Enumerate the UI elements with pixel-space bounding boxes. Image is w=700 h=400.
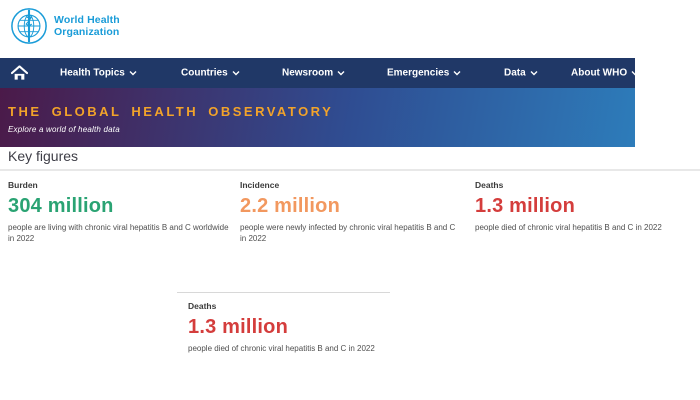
who-logo-text: World Health Organization — [54, 13, 120, 38]
who-logo[interactable]: World Health Organization — [10, 7, 120, 45]
chevron-down-icon — [453, 71, 461, 77]
stat-label: Deaths — [188, 301, 217, 311]
stat-label: Deaths — [475, 180, 504, 190]
main-navigation: Health Topics Countries Newsroom Emergen… — [0, 58, 639, 88]
stat-divider — [177, 292, 390, 293]
nav-item-label: Health Topics — [60, 67, 125, 79]
nav-item-label: Countries — [181, 67, 228, 79]
stat-deaths-secondary: Deaths 1.3 million people died of chroni… — [188, 301, 418, 354]
stat-value: 1.3 million — [475, 195, 576, 217]
stat-deaths: Deaths 1.3 million people died of chroni… — [475, 180, 700, 233]
stat-label: Incidence — [240, 180, 280, 190]
nav-item-countries[interactable]: Countries — [181, 68, 240, 79]
nav-item-label: About WHO — [571, 67, 628, 79]
stat-value: 1.3 million — [188, 316, 289, 338]
stat-description: people are living with chronic viral hep… — [8, 223, 229, 244]
stat-incidence: Incidence 2.2 million people were newly … — [240, 180, 460, 244]
nav-item-data[interactable]: Data — [504, 68, 538, 79]
gho-banner: THE GLOBAL HEALTH OBSERVATORY Explore a … — [0, 88, 635, 147]
nav-item-label: Emergencies — [387, 67, 450, 79]
stat-description: people died of chronic viral hepatitis B… — [188, 344, 375, 353]
stat-value: 304 million — [8, 195, 114, 217]
who-emblem-icon — [10, 7, 48, 45]
banner-subtitle: Explore a world of health data — [8, 125, 120, 134]
stat-description: people were newly infected by chronic vi… — [240, 223, 456, 244]
home-icon[interactable] — [11, 65, 28, 81]
banner-title: THE GLOBAL HEALTH OBSERVATORY — [8, 104, 334, 119]
chevron-down-icon — [337, 71, 345, 77]
chevron-down-icon — [631, 71, 639, 77]
stat-description: people died of chronic viral hepatitis B… — [475, 223, 662, 232]
nav-item-newsroom[interactable]: Newsroom — [282, 68, 345, 79]
chevron-down-icon — [129, 71, 137, 77]
stat-label: Burden — [8, 180, 38, 190]
nav-item-emergencies[interactable]: Emergencies — [387, 68, 461, 79]
nav-item-health-topics[interactable]: Health Topics — [60, 68, 137, 79]
chevron-down-icon — [530, 71, 538, 77]
chevron-down-icon — [232, 71, 240, 77]
stat-burden: Burden 304 million people are living wit… — [8, 180, 236, 244]
section-title-key-figures: Key figures — [8, 148, 79, 164]
section-divider — [0, 169, 700, 171]
nav-item-about-who[interactable]: About WHO — [571, 68, 639, 79]
nav-item-label: Newsroom — [282, 67, 334, 79]
stat-value: 2.2 million — [240, 195, 341, 217]
nav-item-label: Data — [504, 67, 526, 79]
